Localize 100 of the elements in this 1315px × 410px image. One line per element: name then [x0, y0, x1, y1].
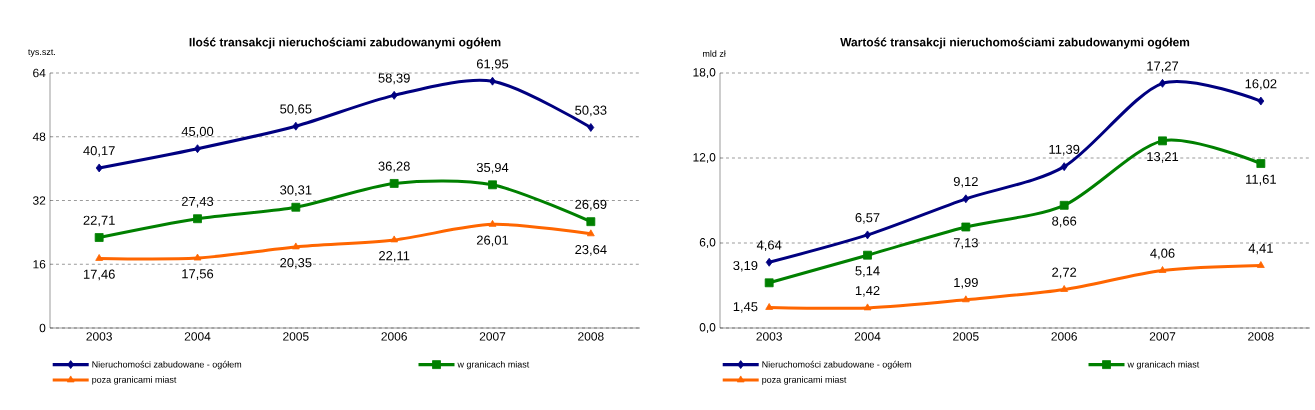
data-label: 11,39 — [1049, 144, 1080, 156]
y-tick-label: 6,0 — [699, 238, 716, 248]
data-label: 40,17 — [83, 146, 115, 157]
point — [1158, 266, 1167, 273]
point — [586, 217, 596, 227]
legend-label: Nieruchomości zabudowane - ogółem — [762, 360, 912, 370]
point — [764, 278, 774, 288]
y-tick-label: 48 — [32, 132, 46, 141]
point — [489, 76, 496, 86]
x-tick-label: 2008 — [578, 332, 604, 341]
data-label: 27,43 — [181, 196, 214, 208]
x-tick-label: 2004 — [184, 332, 211, 341]
data-label: 1,42 — [855, 286, 880, 297]
point — [291, 242, 300, 250]
point — [961, 222, 971, 232]
data-label: 17,46 — [83, 269, 115, 281]
x-tick-label: 2004 — [854, 332, 881, 341]
point — [193, 214, 202, 224]
data-label: 2,72 — [1052, 267, 1077, 279]
data-label: 13,21 — [1147, 152, 1179, 163]
point — [765, 257, 773, 267]
point — [864, 230, 871, 240]
point — [488, 180, 497, 190]
data-label: 17,27 — [1147, 61, 1179, 73]
y-axis-title: mld zł — [703, 50, 726, 57]
point — [863, 250, 872, 260]
x-tick-label: 2005 — [283, 332, 309, 341]
point — [1158, 136, 1167, 146]
point — [390, 235, 399, 243]
y-tick-label: 16 — [33, 260, 46, 269]
y-tick-label: 32 — [32, 196, 46, 205]
point — [390, 90, 398, 100]
data-label: 1,99 — [954, 277, 978, 289]
data-label: 8,66 — [1052, 216, 1077, 228]
point — [95, 254, 104, 261]
point — [292, 121, 300, 131]
point — [389, 179, 399, 188]
data-label: 3,19 — [733, 260, 758, 272]
data-label: 7,13 — [953, 238, 978, 249]
data-label: 4,41 — [1248, 243, 1273, 255]
data-label: 9,12 — [953, 176, 978, 188]
data-label: 1,45 — [733, 302, 758, 313]
point — [586, 229, 595, 237]
x-tick-label: 2003 — [86, 332, 112, 341]
y-tick-label: 12,0 — [693, 153, 716, 163]
data-label: 5,14 — [855, 266, 880, 277]
point — [95, 163, 103, 173]
data-label: 6,57 — [855, 213, 880, 224]
point — [1256, 261, 1265, 268]
point — [1060, 285, 1069, 292]
x-tick-label: 2006 — [1051, 332, 1077, 341]
data-label: 36,28 — [378, 161, 410, 173]
data-label: 61,95 — [476, 59, 509, 70]
data-label: 22,11 — [379, 251, 410, 262]
point — [1257, 96, 1265, 106]
data-label: 4,64 — [756, 240, 782, 252]
point — [1256, 159, 1266, 168]
point — [1060, 162, 1068, 172]
data-label: 35,94 — [476, 162, 509, 174]
data-label: 22,71 — [83, 215, 115, 227]
y-tick-label: 0 — [39, 323, 46, 333]
data-label: 4,06 — [1150, 248, 1175, 260]
data-label: 50,33 — [575, 105, 607, 117]
point — [961, 295, 970, 303]
point — [765, 303, 774, 310]
x-tick-label: 2008 — [1248, 332, 1274, 341]
data-label: 11,61 — [1246, 174, 1276, 186]
x-tick-label: 2007 — [479, 332, 506, 341]
point — [962, 194, 970, 204]
y-tick-label: 64 — [33, 68, 46, 78]
data-label: 26,01 — [476, 235, 509, 247]
legend-label: Nieruchomości zabudowane - ogółem — [92, 360, 242, 370]
data-label: 20,35 — [280, 258, 312, 269]
data-label: 23,64 — [575, 244, 607, 256]
data-label: 16,02 — [1245, 79, 1277, 90]
x-tick-label: 2006 — [381, 332, 407, 341]
data-label: 26,69 — [575, 199, 607, 211]
chart-title: Wartość transakcji nieruchomościami zabudowanymi ogółem — [840, 37, 1190, 49]
data-label: 30,31 — [280, 185, 312, 197]
point — [488, 219, 497, 227]
x-tick-label: 2007 — [1149, 332, 1176, 341]
point — [587, 123, 595, 132]
x-tick-label: 2003 — [756, 332, 782, 341]
point — [94, 233, 104, 242]
point — [863, 303, 872, 311]
chart-title: Ilość transakcji nieruchościami zabudowanymi ogółem — [189, 37, 501, 49]
legend-label: poza granicami miast — [762, 376, 847, 385]
x-tick-label: 2005 — [953, 332, 979, 341]
data-label: 58,39 — [378, 73, 410, 85]
data-label: 45,00 — [181, 126, 214, 138]
point — [193, 253, 202, 261]
point — [291, 202, 301, 212]
y-axis-title: tys.szt. — [28, 49, 55, 57]
legend-label: w granicach miast — [1127, 360, 1200, 370]
data-label: 50,65 — [280, 104, 312, 116]
point — [194, 144, 201, 154]
point — [1159, 78, 1166, 88]
point — [1059, 200, 1069, 210]
legend-label: w granicach miast — [457, 360, 530, 370]
y-tick-label: 0,0 — [699, 323, 716, 333]
